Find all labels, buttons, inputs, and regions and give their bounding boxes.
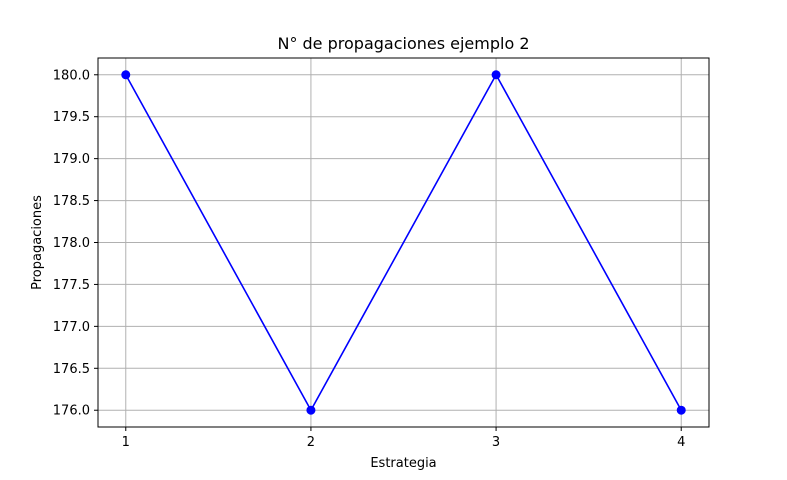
y-tick-label: 177.5 [53,278,90,293]
series-line [125,73,682,412]
x-tick-label: 4 [677,435,685,450]
data-series [121,70,686,415]
y-tick-label: 179.5 [53,110,90,125]
chart-title: N° de propagaciones ejemplo 2 [277,34,529,53]
axis-ticks: 1 2 3 4 176.0 176.5 177.0 177.5 178.0 178.5 179.0 1… [53,68,686,450]
data-point [121,70,131,80]
y-tick-label: 178.0 [53,236,90,251]
x-tick-label: 3 [492,435,500,450]
y-tick-label: 176.5 [53,362,90,377]
y-tick-label: 178.5 [53,194,90,209]
y-axis-label: Propagaciones [30,195,45,290]
data-point [306,405,316,415]
data-point [676,405,686,415]
y-tick-label: 177.0 [53,320,90,335]
y-tick-label: 176.0 [53,404,90,419]
x-tick-label: 2 [307,435,315,450]
data-point [491,70,501,80]
y-tick-label: 179.0 [53,152,90,167]
x-axis-label: Estrategia [370,456,436,471]
x-tick-label: 1 [122,435,130,450]
y-tick-label: 180.0 [53,68,90,83]
